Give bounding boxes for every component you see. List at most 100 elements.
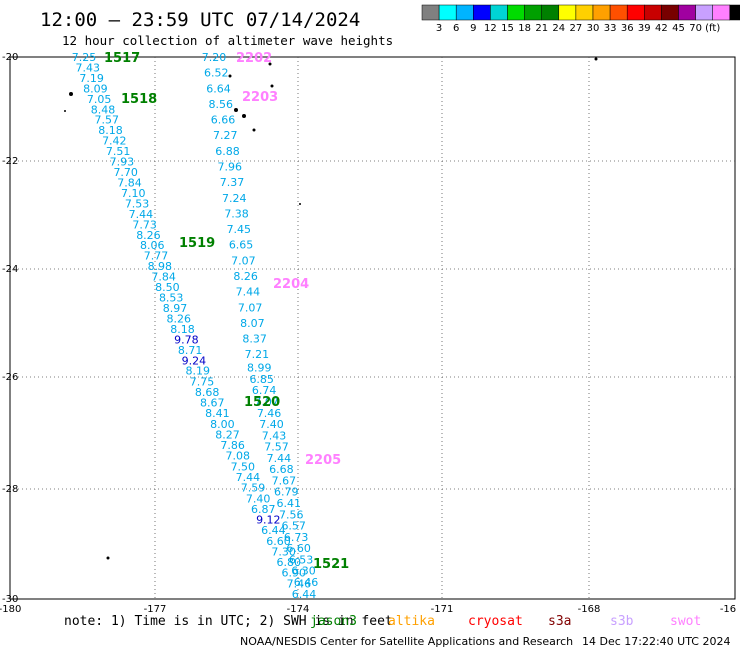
- wave-height-value: 8.09: [83, 82, 108, 95]
- wave-height-value: 8.06: [140, 239, 165, 252]
- wave-height-value: 6.74: [252, 384, 277, 397]
- colorbar-swatch: [661, 4, 679, 21]
- wave-height-value: 7.73: [132, 218, 157, 231]
- wave-height-value: 6.44: [261, 524, 286, 537]
- colorbar-label: 6: [453, 23, 459, 34]
- y-tick-label: -28: [2, 484, 18, 495]
- track-label: 2204: [273, 277, 309, 292]
- wave-height-value: 7.59: [241, 482, 266, 495]
- wave-height-value: 7.30: [271, 545, 296, 558]
- y-tick-label: -26: [2, 372, 18, 383]
- wave-height-value: 7.56: [279, 508, 304, 521]
- wave-height-value: 6.80: [276, 556, 301, 569]
- wave-height-value: 7.27: [213, 129, 238, 142]
- colorbar-label: 33: [604, 23, 617, 34]
- y-tick-label: -24: [2, 264, 18, 275]
- wave-height-value: 6.44: [292, 588, 317, 601]
- wave-height-value: 7.45: [227, 223, 252, 236]
- wave-height-value: 8.07: [240, 317, 265, 330]
- track-label: 1520: [244, 395, 280, 410]
- wave-height-value: 6.53: [289, 553, 314, 566]
- wave-height-value: 8.97: [163, 302, 188, 315]
- map-title: 12:00 — 23:59 UTC 07/14/2024: [40, 9, 360, 31]
- wave-height-value: 8.68: [195, 386, 220, 399]
- colorbar-label: 70: [689, 23, 702, 34]
- colorbar-swatch: [455, 4, 474, 21]
- wave-height-value: 8.48: [91, 103, 116, 116]
- colorbar-swatch: [575, 4, 594, 21]
- wave-height-value: 9.78: [174, 333, 199, 346]
- island: [594, 57, 598, 61]
- x-tick-labels: -180 -177 -174 -171 -168 -16: [0, 604, 736, 615]
- colorbar-swatch: [421, 4, 440, 21]
- wave-height-value: 7.44: [267, 452, 292, 465]
- wave-height-value: 7.46: [257, 407, 282, 420]
- wave-height-value: 7.44: [236, 286, 261, 299]
- wave-height-value: 7.24: [222, 192, 247, 205]
- wave-height-value: 8.18: [98, 124, 123, 137]
- wave-height-value: 7.57: [94, 114, 119, 127]
- wave-height-value: 6.65: [229, 239, 254, 252]
- colorbar-swatch: [507, 4, 525, 21]
- wave-height-value: 8.26: [233, 270, 258, 283]
- colorbar-label: 36: [621, 23, 634, 34]
- wave-height-value: 7.20: [202, 51, 227, 64]
- wave-height-value: 8.53: [159, 292, 184, 305]
- wave-height-value: 7.46: [287, 577, 312, 590]
- x-tick-label: -16: [720, 604, 736, 615]
- wave-height-value: 7.84: [151, 271, 176, 284]
- colorbar-label: 45: [672, 23, 685, 34]
- wave-height-value: 8.56: [209, 98, 234, 111]
- wave-height-value: 7.93: [110, 156, 135, 169]
- footer-credit: NOAA/NESDIS Center for Satellite Applica…: [240, 635, 573, 648]
- wave-height-value: 8.41: [205, 407, 230, 420]
- wave-height-value: 6.60: [286, 542, 311, 555]
- island: [252, 128, 256, 132]
- wave-height-value: 6.57: [281, 520, 306, 533]
- colorbar-swatch: [678, 4, 696, 21]
- island: [69, 92, 73, 96]
- colorbar-swatch: [524, 4, 542, 21]
- wave-height-value: 7.86: [220, 439, 245, 452]
- plot-area: 7.257.437.198.097.058.487.578.187.427.51…: [9, 51, 736, 601]
- track-label: 1517: [104, 51, 140, 66]
- track-label: 2203: [242, 90, 278, 105]
- island: [268, 62, 272, 66]
- colorbar-swatch: [558, 4, 577, 21]
- colorbar-swatch: [695, 4, 713, 21]
- wave-height-value: 7.25: [72, 51, 97, 64]
- wave-height-value: 6.52: [204, 67, 229, 80]
- map-subtitle: 12 hour collection of altimeter wave hei…: [62, 33, 393, 48]
- x-tick-label: -174: [287, 604, 310, 615]
- island: [242, 114, 246, 118]
- colorbar-swatch: [729, 4, 740, 21]
- y-tick-label: -22: [2, 156, 18, 167]
- mission-legend-item: s3a: [548, 614, 571, 629]
- colorbar-label: (ft): [705, 23, 720, 34]
- island: [64, 110, 66, 112]
- wave-height-value: 6.68: [269, 463, 294, 476]
- wave-height-value: 7.07: [238, 301, 263, 314]
- colorbar-swatch: [473, 4, 491, 21]
- island: [234, 108, 238, 112]
- colorbar-swatch: [438, 4, 457, 21]
- y-tick-label: -30: [2, 594, 18, 605]
- wave-height-value: 6.46: [294, 576, 319, 589]
- track-label: 1518: [121, 92, 157, 107]
- colorbar-swatch: [626, 4, 645, 21]
- colorbar-label: 27: [570, 23, 583, 34]
- wave-height-value: 6.30: [291, 565, 316, 578]
- wave-height-value: 6.60: [266, 535, 291, 548]
- wave-height-value: 8.50: [155, 281, 180, 294]
- x-tick-label: -177: [144, 604, 167, 615]
- plot-frame: [9, 56, 736, 600]
- colorbar-label: 30: [587, 23, 600, 34]
- wave-height-value: 7.40: [259, 418, 284, 431]
- colorbar: 3 6 9 12 15 18 21 24 27 30 33 36 39 42 45 70 (ft): [421, 4, 740, 34]
- wave-height-value: 7.53: [125, 197, 150, 210]
- wave-height-value: 7.21: [245, 348, 270, 361]
- wave-height-value: 7.70: [113, 166, 138, 179]
- wave-height-value: 6.88: [215, 145, 240, 158]
- wave-height-value: 7.38: [224, 207, 249, 220]
- wave-height-value: 7.43: [262, 429, 287, 442]
